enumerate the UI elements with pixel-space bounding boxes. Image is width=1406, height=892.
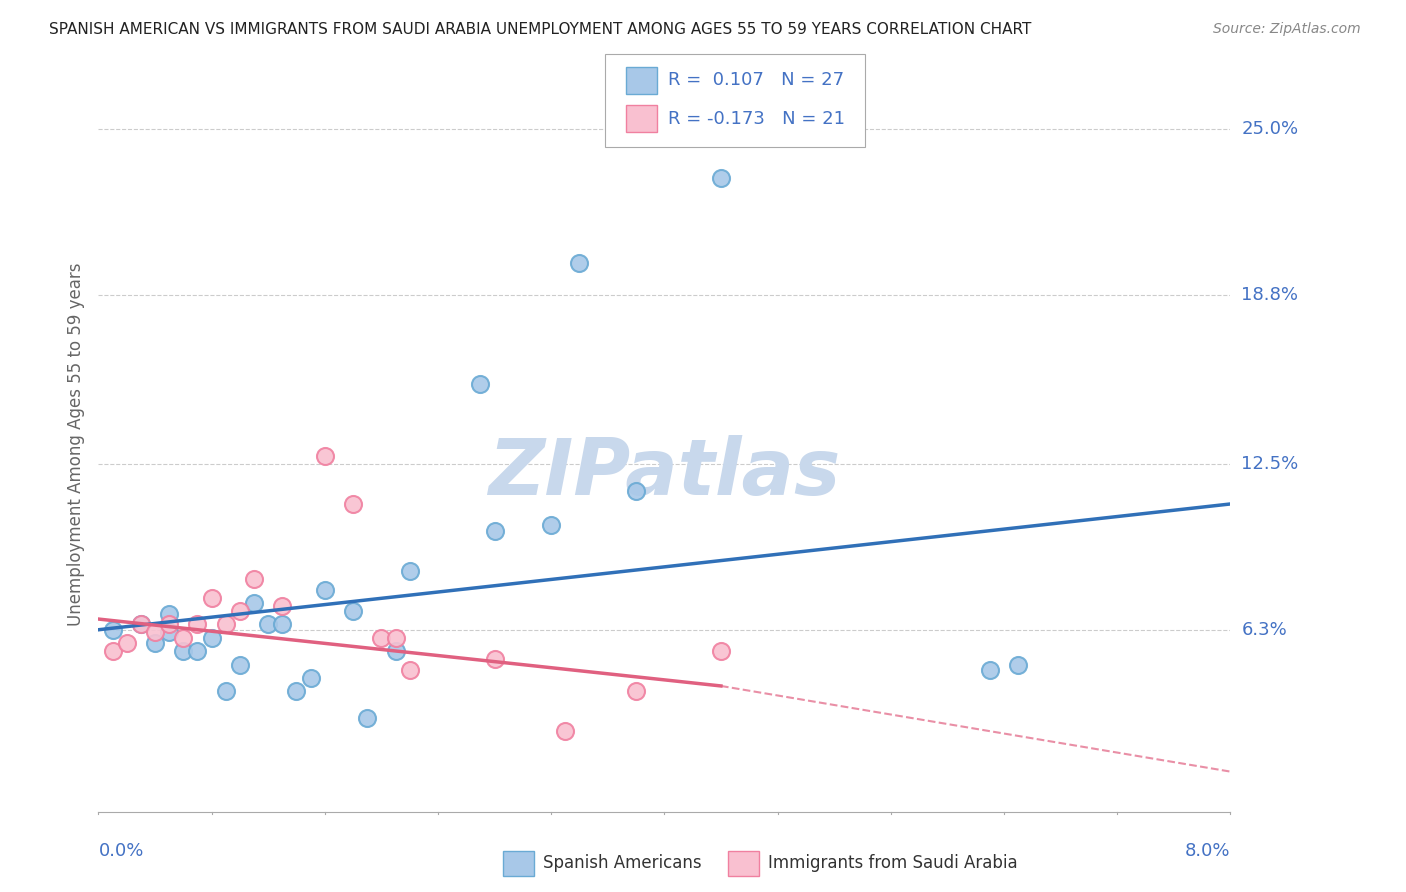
Text: 25.0%: 25.0% [1241, 120, 1299, 138]
Point [115, 636, 138, 650]
Point [979, 663, 1001, 677]
Point [540, 518, 562, 533]
Point [398, 564, 420, 578]
Text: Source: ZipAtlas.com: Source: ZipAtlas.com [1213, 22, 1361, 37]
Point [384, 631, 406, 645]
Point [314, 582, 336, 597]
Point [624, 684, 647, 698]
Point [398, 663, 420, 677]
Point [129, 617, 152, 632]
Text: 18.8%: 18.8% [1241, 286, 1298, 304]
Text: 6.3%: 6.3% [1241, 621, 1286, 639]
Point [186, 644, 208, 658]
Point [484, 652, 506, 666]
Point [201, 631, 224, 645]
Point [215, 684, 238, 698]
Point [243, 596, 266, 610]
Point [201, 591, 224, 605]
Point [470, 376, 492, 391]
Point [342, 497, 364, 511]
Point [257, 617, 280, 632]
Point [299, 671, 322, 685]
Point [710, 644, 733, 658]
Point [157, 625, 180, 640]
Point [243, 572, 266, 586]
Point [143, 625, 166, 640]
Text: R =  0.107   N = 27: R = 0.107 N = 27 [668, 71, 844, 89]
Point [271, 617, 294, 632]
Point [229, 657, 252, 672]
Point [314, 449, 336, 463]
Point [710, 170, 733, 185]
Text: SPANISH AMERICAN VS IMMIGRANTS FROM SAUDI ARABIA UNEMPLOYMENT AMONG AGES 55 TO 5: SPANISH AMERICAN VS IMMIGRANTS FROM SAUD… [49, 22, 1032, 37]
Text: ZIPatlas: ZIPatlas [488, 435, 841, 511]
Point [172, 631, 194, 645]
Point [568, 256, 591, 270]
Point [172, 644, 194, 658]
Point [101, 644, 124, 658]
Point [356, 711, 378, 725]
Text: 12.5%: 12.5% [1241, 455, 1299, 473]
Point [157, 607, 180, 621]
Point [157, 617, 180, 632]
Point [370, 631, 392, 645]
Y-axis label: Unemployment Among Ages 55 to 59 years: Unemployment Among Ages 55 to 59 years [66, 262, 84, 625]
Point [186, 617, 208, 632]
Text: R = -0.173   N = 21: R = -0.173 N = 21 [668, 110, 845, 128]
Text: Immigrants from Saudi Arabia: Immigrants from Saudi Arabia [768, 855, 1018, 872]
Point [484, 524, 506, 538]
Point [101, 623, 124, 637]
Text: 0.0%: 0.0% [98, 842, 143, 860]
Point [624, 483, 647, 498]
Point [129, 617, 152, 632]
Text: 8.0%: 8.0% [1185, 842, 1230, 860]
Point [143, 636, 166, 650]
Point [1007, 657, 1029, 672]
Point [285, 684, 308, 698]
Point [229, 604, 252, 618]
Point [554, 724, 576, 739]
Text: Spanish Americans: Spanish Americans [543, 855, 702, 872]
Point [215, 617, 238, 632]
Point [384, 644, 406, 658]
Point [271, 599, 294, 613]
Point [342, 604, 364, 618]
